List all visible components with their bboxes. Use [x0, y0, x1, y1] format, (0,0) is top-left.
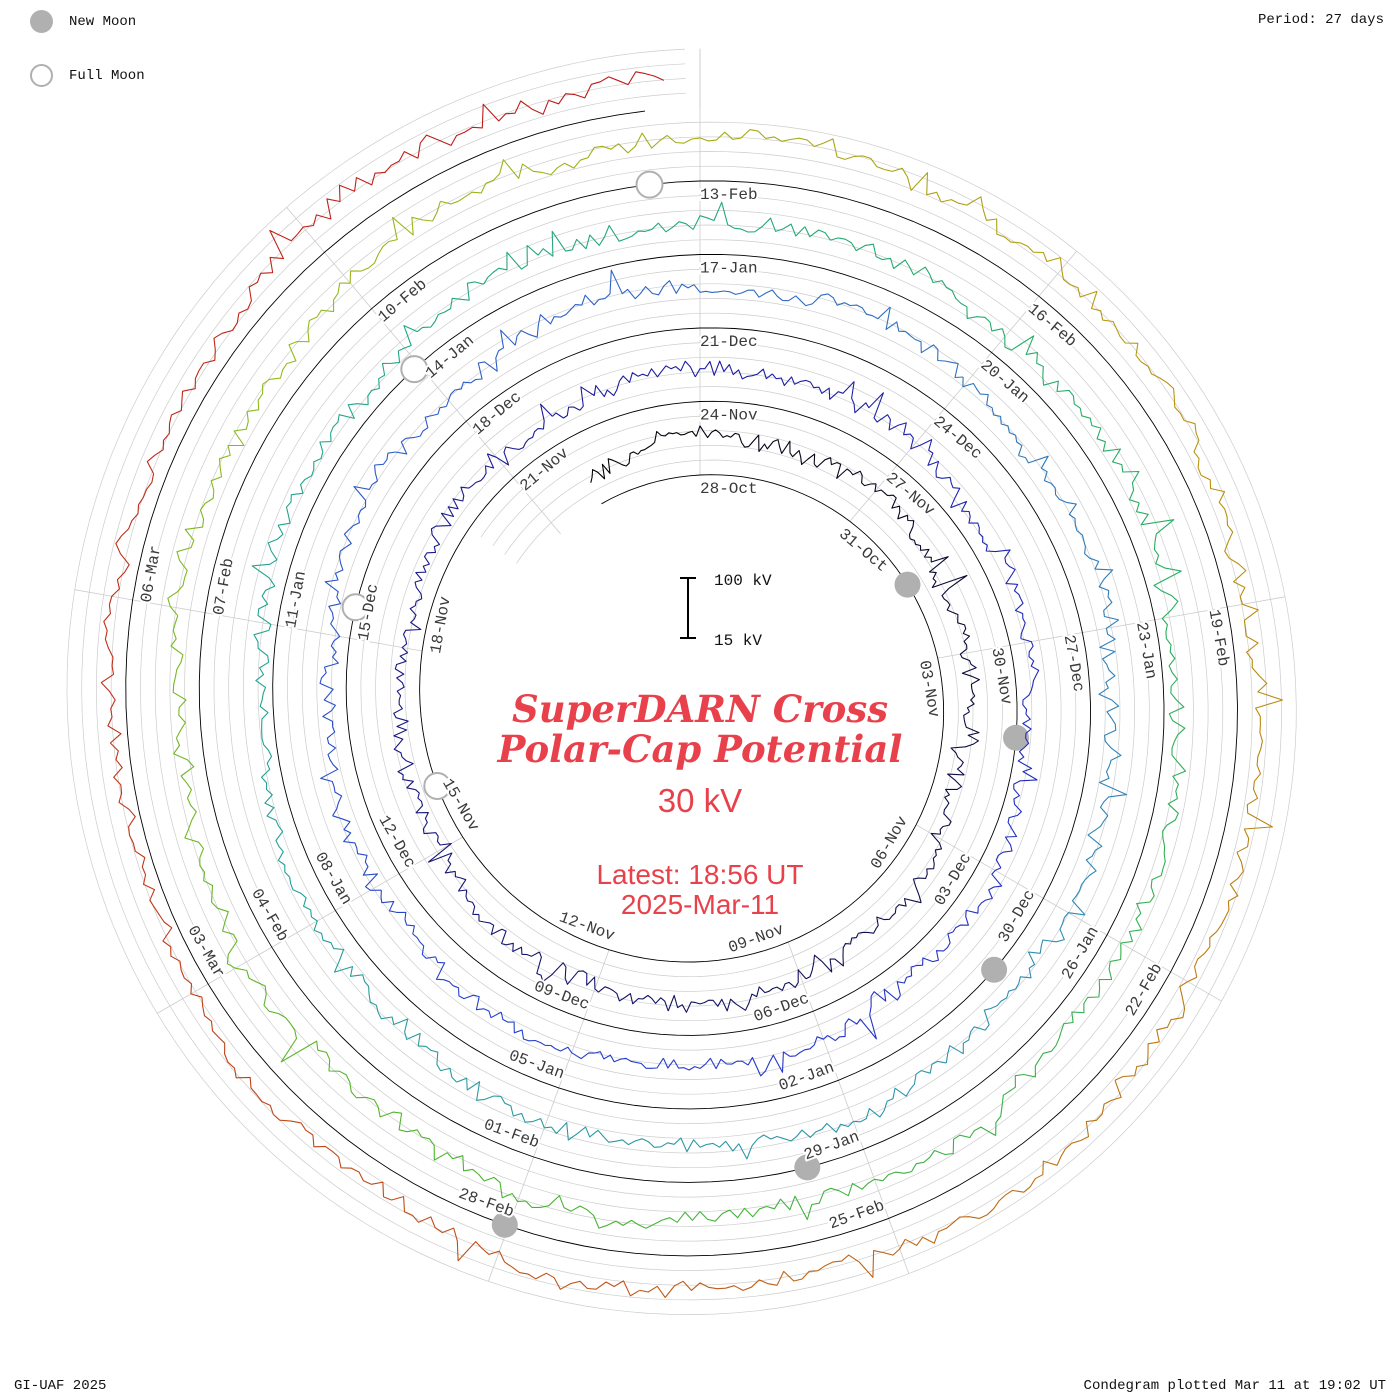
- full-moon-marker: [635, 170, 664, 199]
- new-moon-marker: [1003, 724, 1029, 751]
- latest-date-label: 2025-Mar-11: [621, 889, 779, 920]
- current-value-label: 30 kV: [658, 782, 742, 819]
- scale-top-label: 100 kV: [714, 572, 772, 590]
- chart-title-line1: SuperDARN Cross: [512, 687, 888, 731]
- new-moon-icon: [30, 10, 53, 33]
- spiral-date-label: 15-Dec: [355, 582, 383, 642]
- new-moon-marker: [894, 571, 921, 598]
- spiral-date-label: 13-Feb: [700, 186, 758, 204]
- spiral-date-label: 25-Feb: [827, 1197, 887, 1234]
- chart-title-line2: Polar-Cap Potential: [497, 727, 903, 771]
- spiral-date-label: 29-Jan: [802, 1128, 862, 1165]
- spiral-date-label: 30-Nov: [987, 646, 1015, 706]
- new-moon-marker: [491, 1211, 518, 1238]
- full-moon-marker: [423, 772, 452, 800]
- spiral-date-label: 05-Jan: [506, 1047, 566, 1084]
- spiral-date-label: 11-Jan: [282, 570, 310, 630]
- spiral-date-label: 19-Feb: [1205, 608, 1233, 668]
- spiral-date-label: 12-Nov: [557, 908, 618, 945]
- spiral-date-label: 06-Dec: [751, 990, 811, 1027]
- spiral-date-label: 09-Dec: [531, 978, 591, 1015]
- spiral-date-label: 21-Nov: [517, 444, 573, 495]
- spiral-date-label: 28-Oct: [700, 480, 758, 498]
- new-moon-marker: [981, 956, 1008, 983]
- spiral-date-label: 28-Feb: [456, 1185, 516, 1222]
- spiral-date-label: 27-Dec: [1060, 633, 1088, 693]
- moon-phase-markers: [341, 170, 1029, 1238]
- full-moon-marker: [400, 355, 429, 384]
- new-moon-marker: [794, 1154, 821, 1181]
- spiral-date-label: 09-Nov: [726, 920, 787, 957]
- radial-scale-bar: 100 kV 15 kV: [680, 572, 772, 650]
- spiral-date-label: 03-Nov: [915, 659, 943, 719]
- spiral-date-label: 31-Oct: [835, 525, 891, 576]
- spiral-date-label: 23-Jan: [1132, 621, 1160, 681]
- center-annotation: SuperDARN Cross Polar-Cap Potential 30 k…: [497, 687, 903, 920]
- spiral-date-label: 17-Jan: [700, 260, 758, 278]
- spiral-baseline: [125, 110, 1238, 1257]
- legend-new-moon: New Moon: [30, 10, 136, 33]
- spiral-date-label: 21-Dec: [700, 333, 758, 351]
- scale-bottom-label: 15 kV: [714, 632, 762, 650]
- full-moon-marker: [341, 593, 370, 622]
- plotted-timestamp-label: Condegram plotted Mar 11 at 19:02 UT: [1083, 1378, 1386, 1394]
- period-label: Period: 27 days: [1257, 12, 1384, 28]
- spiral-date-label: 30-Dec: [995, 887, 1039, 946]
- full-moon-label: Full Moon: [69, 67, 145, 84]
- spiral-date-label: 18-Dec: [469, 388, 525, 439]
- credit-label: GI-UAF 2025: [14, 1378, 107, 1394]
- full-moon-icon: [30, 64, 53, 87]
- spiral-date-label: 03-Dec: [931, 850, 975, 909]
- spiral-date-label: 02-Jan: [776, 1059, 836, 1096]
- spiral-date-label: 26-Jan: [1058, 924, 1102, 983]
- spiral-date-label: 10-Feb: [375, 275, 431, 326]
- latest-time-label: Latest: 18:56 UT: [596, 859, 803, 890]
- spiral-date-label: 18-Nov: [427, 595, 455, 655]
- legend-full-moon: Full Moon: [30, 64, 145, 87]
- spiral-date-label: 06-Nov: [867, 813, 912, 872]
- spiral-grid: [66, 48, 1297, 1315]
- new-moon-label: New Moon: [69, 13, 137, 30]
- potential-trace: [100, 71, 1284, 1299]
- spiral-date-label: 24-Nov: [700, 407, 758, 425]
